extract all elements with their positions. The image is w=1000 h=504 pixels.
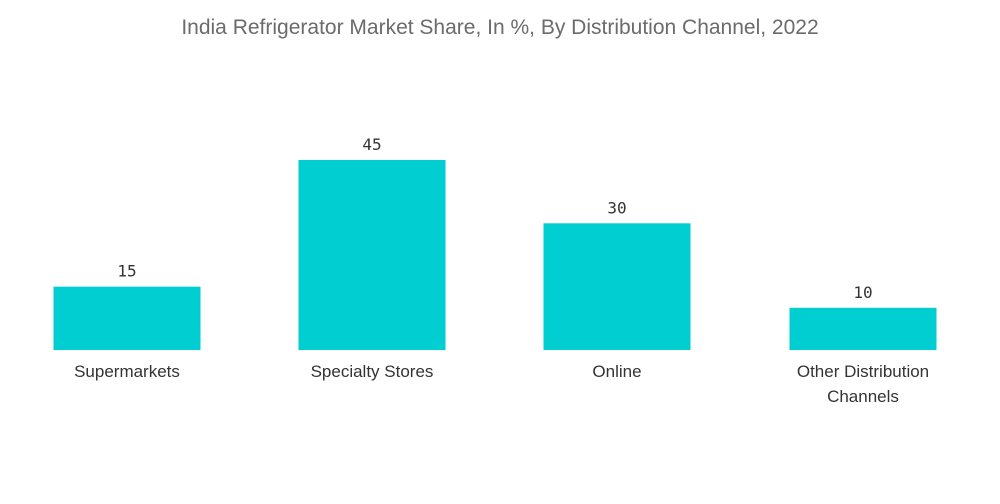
data-label: 45 bbox=[362, 135, 381, 154]
category-label: Specialty Stores bbox=[311, 362, 434, 381]
bar-online bbox=[543, 223, 691, 350]
bar-specialty-stores bbox=[298, 160, 446, 350]
bar-other-distribution-channels bbox=[789, 307, 937, 350]
category-label: Other Distribution Channels bbox=[797, 362, 929, 406]
category-label: Supermarkets bbox=[74, 362, 180, 381]
category-label-line: Supermarkets bbox=[74, 362, 180, 381]
data-label: 15 bbox=[117, 262, 136, 281]
category-label: Online bbox=[592, 362, 641, 381]
data-label: 30 bbox=[607, 198, 626, 217]
data-label: 10 bbox=[853, 283, 872, 302]
category-label-line: Online bbox=[592, 362, 641, 381]
category-label-line: Channels bbox=[827, 387, 899, 406]
bar-supermarkets bbox=[53, 286, 201, 350]
category-label-line: Other Distribution bbox=[797, 362, 929, 381]
chart-title: India Refrigerator Market Share, In %, B… bbox=[181, 16, 819, 39]
category-label-line: Specialty Stores bbox=[311, 362, 434, 381]
